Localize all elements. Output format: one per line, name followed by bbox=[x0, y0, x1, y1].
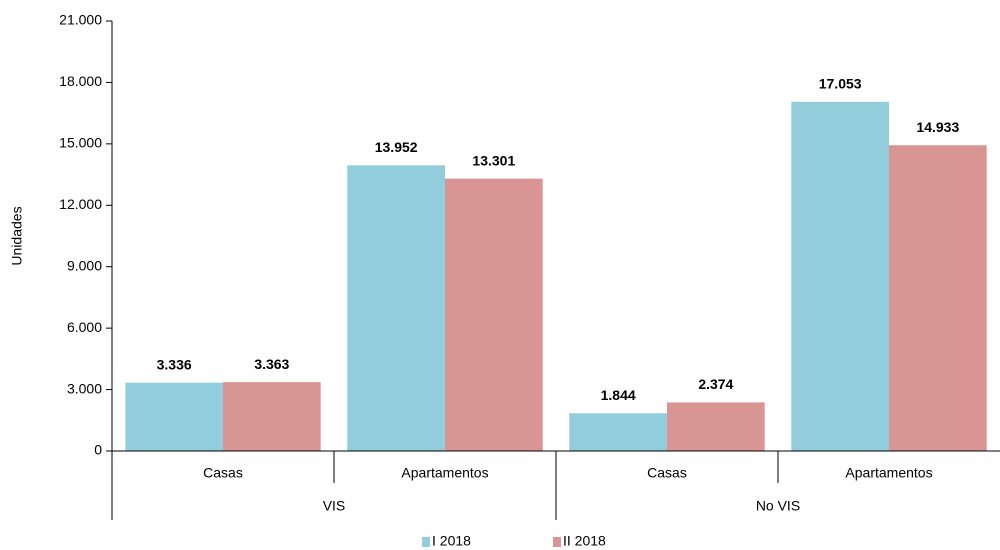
x-tick-label: Casas bbox=[647, 465, 687, 481]
bar bbox=[125, 382, 223, 451]
bar bbox=[347, 165, 445, 451]
y-axis-label: Unidades bbox=[9, 206, 25, 265]
bar-value-label: 17.053 bbox=[819, 76, 862, 92]
y-tick-label: 21.000 bbox=[59, 12, 102, 28]
y-tick-label: 9.000 bbox=[67, 257, 102, 273]
legend-swatch bbox=[422, 537, 430, 547]
group-label: VIS bbox=[323, 498, 346, 514]
bar bbox=[445, 178, 543, 452]
x-tick-label: Apartamentos bbox=[401, 465, 488, 481]
legend-label: II 2018 bbox=[563, 533, 606, 549]
bar-value-label: 1.844 bbox=[601, 387, 636, 403]
bar bbox=[889, 145, 987, 451]
y-tick-label: 12.000 bbox=[59, 196, 102, 212]
legend-label: I 2018 bbox=[432, 533, 471, 549]
bar-value-label: 13.301 bbox=[472, 152, 515, 168]
y-tick-label: 18.000 bbox=[59, 73, 102, 89]
x-tick-label: Casas bbox=[203, 465, 243, 481]
bar bbox=[223, 382, 321, 451]
bar-value-label: 2.374 bbox=[698, 376, 733, 392]
y-tick-label: 15.000 bbox=[59, 135, 102, 151]
x-tick-label: Apartamentos bbox=[845, 465, 932, 481]
bar bbox=[791, 101, 889, 452]
bar-value-label: 3.363 bbox=[254, 356, 289, 372]
bar-value-label: 14.933 bbox=[916, 119, 959, 135]
bar bbox=[569, 413, 667, 451]
legend-swatch bbox=[553, 537, 561, 547]
y-tick-label: 0 bbox=[94, 442, 102, 458]
group-label: No VIS bbox=[756, 498, 800, 514]
bar-value-label: 3.336 bbox=[157, 356, 192, 372]
y-tick-label: 3.000 bbox=[67, 380, 102, 396]
bar bbox=[667, 402, 765, 451]
y-tick-label: 6.000 bbox=[67, 319, 102, 335]
bar-value-label: 13.952 bbox=[375, 139, 418, 155]
